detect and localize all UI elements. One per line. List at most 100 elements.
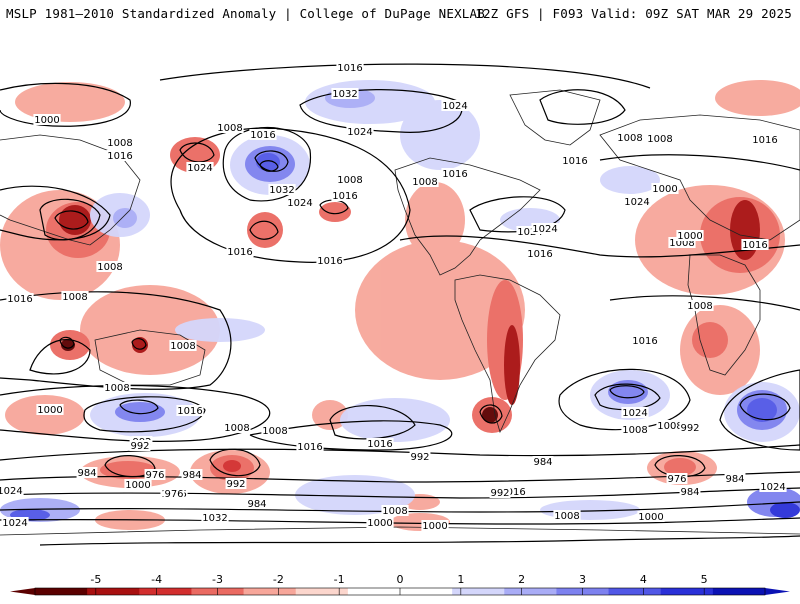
colorbar-tick-label: 2	[518, 573, 525, 586]
isobar-label: 1008	[617, 133, 642, 144]
colorbar-tick-label: 4	[640, 573, 647, 586]
isobar-label-background	[76, 467, 98, 478]
isobar-label-background	[1, 517, 29, 528]
colorbar-tick-label: 5	[701, 573, 708, 586]
isobars	[0, 63, 800, 546]
isobar-label-background	[646, 133, 674, 144]
isobar-label: 1000	[677, 231, 702, 242]
product-title: MSLP 1981–2010 Standardized Anomaly | Co…	[6, 6, 485, 21]
isobar-label: 1008	[554, 511, 579, 522]
colorbar-tick-label: 0	[397, 573, 404, 586]
colorbar-segment	[295, 588, 349, 595]
isobar-label-background	[246, 498, 268, 509]
isobar-label-background	[409, 451, 431, 462]
isobar-label: 1008	[107, 138, 132, 149]
isobar-label-background	[421, 520, 449, 531]
isobar-label-background	[366, 517, 394, 528]
isobar-label-background	[441, 100, 469, 111]
isobar-label: 1016	[752, 135, 777, 146]
isobar-label: 992	[130, 441, 149, 452]
colorbar-tick-label: -4	[151, 573, 162, 586]
isobar-label: 1016	[177, 406, 202, 417]
isobar-label: 1016	[227, 247, 252, 258]
anomaly-map: 1016 1032 1024 1024 1000 1008 1016 1024 1008 1016…	[0, 40, 800, 557]
isobar-label-background	[129, 440, 151, 451]
isobar-label: 1024	[517, 227, 542, 238]
colorbar-tick-label: -5	[90, 573, 101, 586]
isobar-label-background	[741, 239, 769, 250]
colorbar: -5 -4 -3 -2 -1 0 1 2 3 4 5	[0, 568, 800, 600]
isobar-label: 1024	[2, 518, 27, 529]
colorbar-tick-label: -1	[334, 573, 345, 586]
isobar-label-background	[631, 335, 659, 346]
isobar-label: 1016	[332, 191, 357, 202]
colorbar-low-arrow	[10, 588, 35, 595]
isobar-label: 1016	[250, 130, 275, 141]
isobar-label: 992	[410, 452, 429, 463]
isobar-label: 1000	[638, 512, 663, 523]
isobar-label-background	[144, 469, 166, 480]
negative-anomaly-shading	[0, 80, 800, 531]
isobar-label: 1016	[500, 487, 525, 498]
colorbar-segment	[35, 588, 88, 595]
isobar-label: 1008	[382, 506, 407, 517]
isobar-label: 984	[77, 468, 96, 479]
colorbar-segment	[243, 588, 297, 595]
isobar-label: 1008	[687, 301, 712, 312]
isobar-label: 1016	[107, 151, 132, 162]
isobar-label: 1024	[442, 101, 467, 112]
isobar-label-background	[366, 438, 394, 449]
colorbar-segment	[504, 588, 557, 595]
colorbar-segment	[139, 588, 192, 595]
isobar-label: 1024	[532, 224, 557, 235]
isobar-label-background	[616, 132, 644, 143]
isobar-label-background	[686, 300, 714, 311]
isobar-label: 1016	[337, 63, 362, 74]
isobar-label-background	[724, 473, 746, 484]
isobar-label-background	[676, 230, 704, 241]
isobar-label: 992	[226, 479, 245, 490]
isobar-label-background	[96, 261, 124, 272]
header: MSLP 1981–2010 Standardized Anomaly | Co…	[0, 0, 800, 36]
isobar-label-background	[316, 255, 344, 266]
isobar-label: 1024	[347, 127, 372, 138]
isobar-label: 1008	[62, 292, 87, 303]
isobar-label-background	[531, 223, 559, 234]
colorbar-segment	[660, 588, 714, 595]
isobar-label-background	[169, 340, 197, 351]
isobar-label: 1016	[632, 336, 657, 347]
isobar-label-background	[666, 473, 688, 484]
colorbar-segment	[400, 588, 453, 595]
isobar-label: 1016	[317, 256, 342, 267]
isobar-label: 1016	[367, 439, 392, 450]
isobar-label-background	[201, 512, 229, 523]
colorbar-tick-label: 3	[579, 573, 586, 586]
isobar-label: 976	[667, 474, 686, 485]
map-svg: 1016103210241024100010081016102410081016…	[0, 40, 800, 557]
isobar-label: 1016	[442, 169, 467, 180]
isobar-label: 1008	[170, 341, 195, 352]
isobar-label: 1008	[647, 134, 672, 145]
isobar-label: 1024	[760, 482, 785, 493]
isobar-labels: 1016103210241024100010081016102410081016…	[0, 62, 787, 532]
isobar-label: 1016	[562, 156, 587, 167]
isobar-label: 1016	[297, 442, 322, 453]
isobar-label-background	[668, 237, 696, 248]
isobar-label-background	[106, 150, 134, 161]
isobar-label: 992	[680, 423, 699, 434]
isobar-label: 1000	[37, 405, 62, 416]
isobar-label-background	[36, 404, 64, 415]
isobar-label-background	[621, 424, 649, 435]
isobar-label: 1024	[622, 408, 647, 419]
isobar-label-background	[225, 478, 247, 489]
isobar-label: 992	[490, 488, 509, 499]
colorbar-segment	[608, 588, 662, 595]
isobar-label: 1008	[104, 383, 129, 394]
isobar-label-background	[346, 126, 374, 137]
isobar-label: 1016	[527, 249, 552, 260]
isobar-label: 1008	[657, 421, 682, 432]
isobar-label: 984	[182, 470, 201, 481]
isobar-label-background	[637, 511, 665, 522]
isobar-label-background	[268, 184, 296, 195]
isobar-label-background	[296, 441, 324, 452]
